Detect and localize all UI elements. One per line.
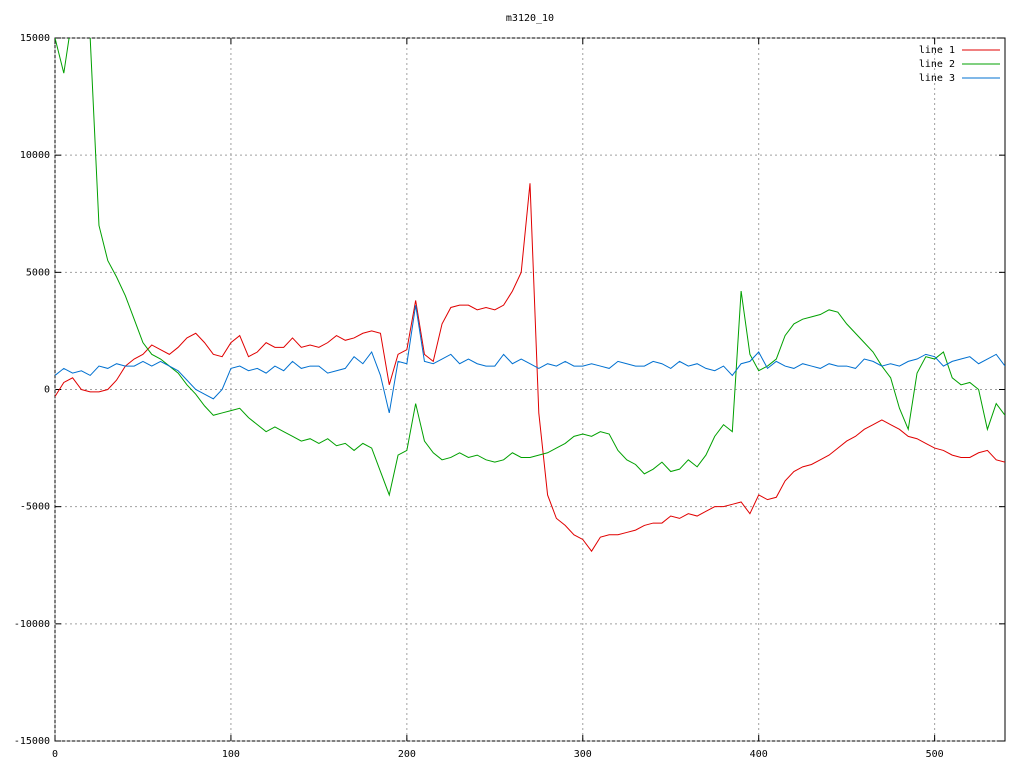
data-line [55,38,1005,497]
plot-area [55,38,1005,553]
data-line [55,305,1005,414]
x-tick-label: 200 [398,749,416,760]
y-tick-label: 0 [44,385,50,396]
y-tick-label: 15000 [20,33,50,44]
chart-title: m3120_10 [506,13,554,24]
y-tick-label: -10000 [14,619,50,630]
y-tick-label: -5000 [20,502,50,513]
legend-label: line 3 [919,73,955,84]
x-tick-label: 300 [574,749,592,760]
data-line [55,183,1005,553]
legend-label: line 1 [919,45,955,56]
y-tick-label: -15000 [14,736,50,747]
x-tick-label: 500 [926,749,944,760]
x-tick-label: 400 [750,749,768,760]
y-tick-label: 10000 [20,150,50,161]
y-tick-label: 5000 [26,267,50,278]
legend-label: line 2 [919,59,955,70]
x-tick-label: 0 [52,749,58,760]
x-tick-label: 100 [222,749,240,760]
